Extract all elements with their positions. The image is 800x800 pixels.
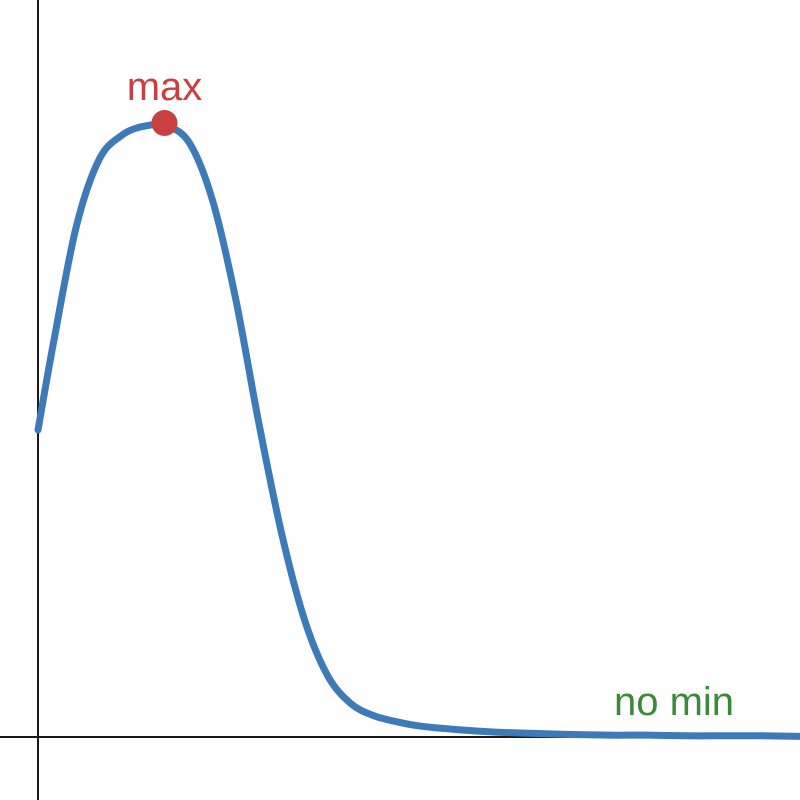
series-line-0	[34, 120, 800, 740]
max-label: max	[127, 65, 203, 109]
plot-area	[34, 110, 800, 740]
max-point	[151, 110, 178, 136]
no-min-label: no min	[614, 680, 734, 724]
